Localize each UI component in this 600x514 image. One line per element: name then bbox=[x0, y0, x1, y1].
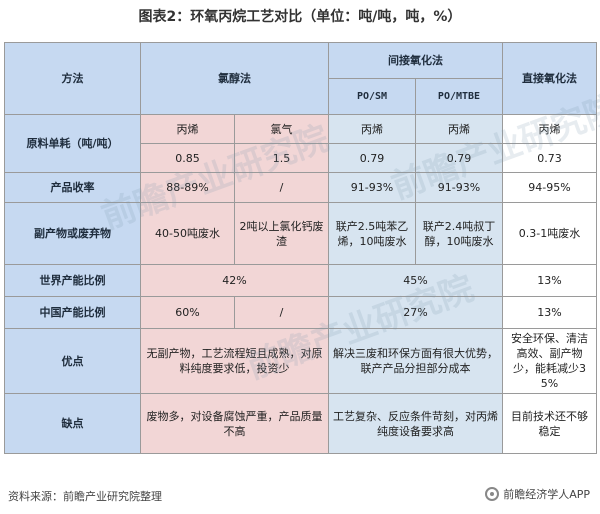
table-title: 图表2：环氧丙烷工艺对比（单位：吨/吨，吨，%） bbox=[138, 9, 462, 25]
cell-pros: 安全环保、清洁高效、副产物少，能耗减少35% bbox=[502, 328, 597, 394]
row-label-china-capacity: 中国产能比例 bbox=[4, 296, 141, 329]
row-label-yield: 产品收率 bbox=[4, 172, 141, 203]
cell-china-capacity: 13% bbox=[502, 296, 597, 329]
row-label-raw-consumption: 原料单耗（吨/吨） bbox=[4, 114, 141, 173]
cell-raw-amount: 0.85 bbox=[140, 143, 235, 173]
cell-byproduct: 联产2.5吨苯乙烯，10吨废水 bbox=[328, 202, 416, 265]
cell-raw-material: 氯气 bbox=[234, 114, 329, 144]
cell-raw-amount: 0.73 bbox=[502, 143, 597, 173]
header-indirect-oxidation: 间接氧化法 bbox=[328, 42, 503, 79]
header-direct-oxidation: 直接氧化法 bbox=[502, 42, 597, 115]
cell-yield: 94-95% bbox=[502, 172, 597, 203]
header-chlorohydrin: 氯醇法 bbox=[140, 42, 329, 115]
row-label-world-capacity: 世界产能比例 bbox=[4, 264, 141, 297]
brand-logo-icon bbox=[485, 487, 500, 501]
cell-china-capacity: / bbox=[234, 296, 329, 329]
cell-pros: 无副产物，工艺流程短且成熟，对原料纯度要求低，投资少 bbox=[140, 328, 329, 394]
source-note: 资料来源：前瞻产业研究院整理 bbox=[8, 490, 162, 503]
cell-china-capacity: 60% bbox=[140, 296, 235, 329]
cell-raw-material: 丙烯 bbox=[502, 114, 597, 144]
header-method: 方法 bbox=[4, 42, 141, 115]
cell-yield: 91-93% bbox=[415, 172, 503, 203]
row-label-byproducts: 副产物或废弃物 bbox=[4, 202, 141, 265]
cell-raw-amount: 0.79 bbox=[415, 143, 503, 173]
brand-mark: 前瞻经济学人APP bbox=[485, 486, 590, 502]
cell-raw-amount: 1.5 bbox=[234, 143, 329, 173]
cell-cons: 工艺复杂、反应条件苛刻，对丙烯纯度设备要求高 bbox=[328, 393, 503, 454]
cell-raw-material: 丙烯 bbox=[140, 114, 235, 144]
cell-cons: 目前技术还不够稳定 bbox=[502, 393, 597, 454]
cell-world-capacity: 42% bbox=[140, 264, 329, 297]
cell-byproduct: 2吨以上氯化钙废渣 bbox=[234, 202, 329, 265]
header-po-mtbe: PO/MTBE bbox=[415, 78, 503, 115]
cell-pros: 解决三废和环保方面有很大优势，联产产品分担部分成本 bbox=[328, 328, 503, 394]
cell-byproduct: 联产2.4吨叔丁醇，10吨废水 bbox=[415, 202, 503, 265]
row-label-pros: 优点 bbox=[4, 328, 141, 394]
cell-byproduct: 40-50吨废水 bbox=[140, 202, 235, 265]
cell-world-capacity: 45% bbox=[328, 264, 503, 297]
comparison-table: 方法 氯醇法 间接氧化法 直接氧化法 PO/SM PO/MTBE 原料单耗（吨/… bbox=[4, 42, 597, 454]
cell-yield: 88-89% bbox=[140, 172, 235, 203]
cell-raw-amount: 0.79 bbox=[328, 143, 416, 173]
cell-yield: 91-93% bbox=[328, 172, 416, 203]
header-po-sm: PO/SM bbox=[328, 78, 416, 115]
cell-yield: / bbox=[234, 172, 329, 203]
cell-byproduct: 0.3-1吨废水 bbox=[502, 202, 597, 265]
cell-raw-material: 丙烯 bbox=[415, 114, 503, 144]
row-label-cons: 缺点 bbox=[4, 393, 141, 454]
cell-raw-material: 丙烯 bbox=[328, 114, 416, 144]
cell-cons: 废物多，对设备腐蚀严重，产品质量不高 bbox=[140, 393, 329, 454]
cell-world-capacity: 13% bbox=[502, 264, 597, 297]
cell-china-capacity: 27% bbox=[328, 296, 503, 329]
brand-label: 前瞻经济学人APP bbox=[503, 488, 590, 501]
